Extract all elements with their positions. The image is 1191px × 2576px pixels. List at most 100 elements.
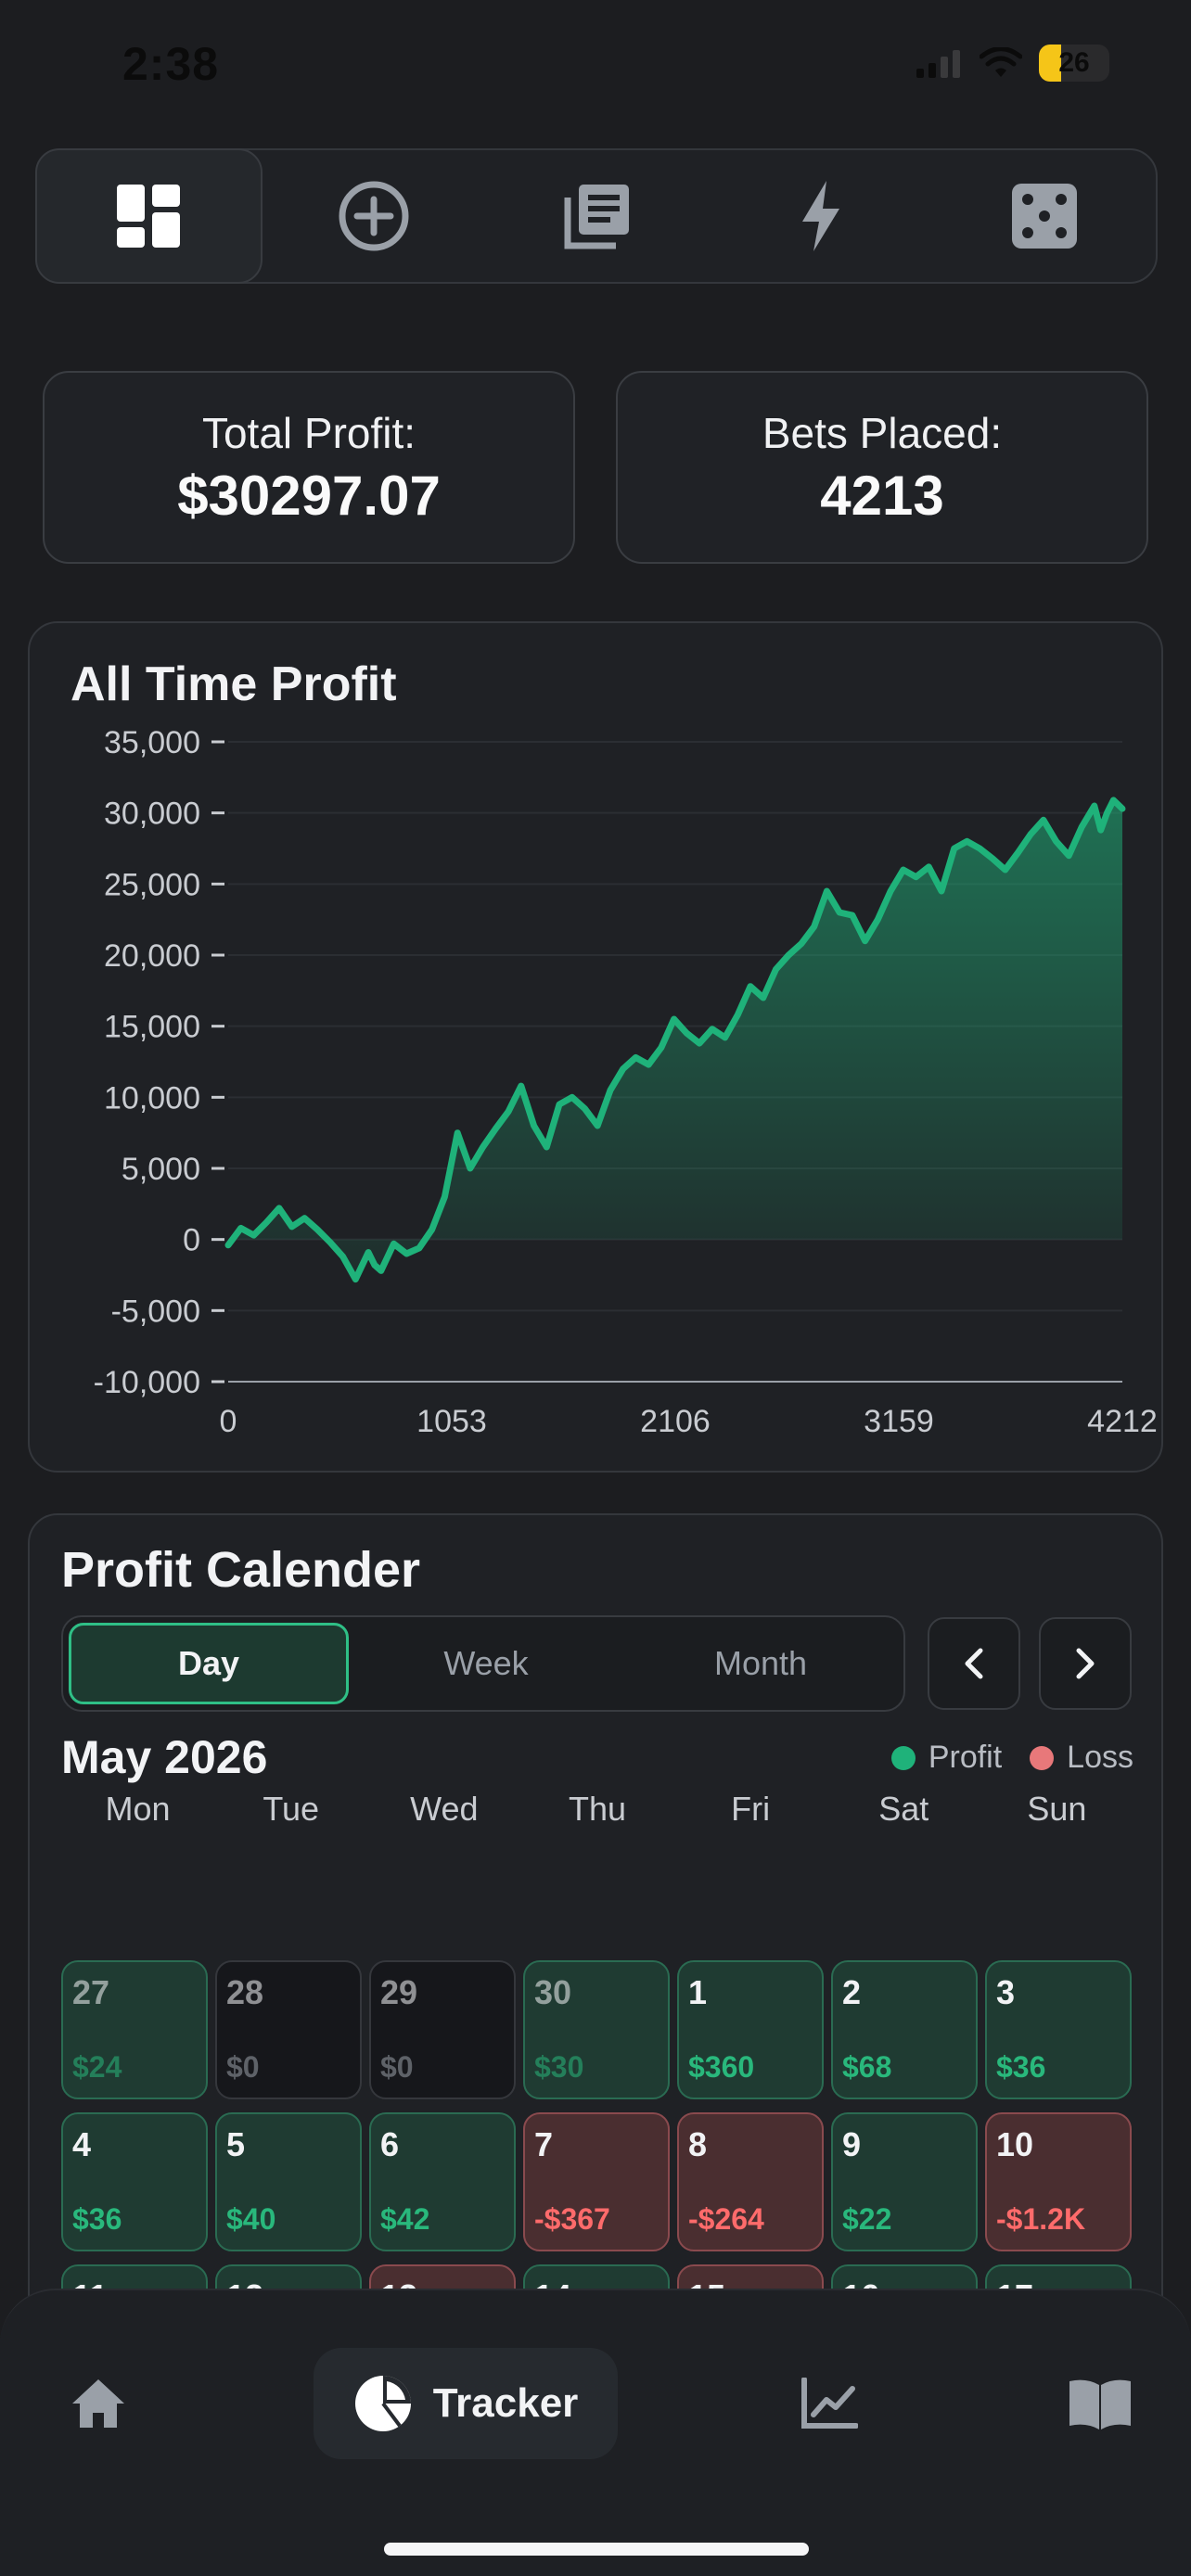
period-segmented-control: Day Week Month [61,1615,905,1712]
nav-dashboard[interactable] [35,148,263,284]
nav-bolt[interactable] [709,150,932,282]
calendar-day-cell[interactable]: 29 $0 [369,1960,516,2099]
calendar-day-number: 8 [688,2125,708,2163]
book-icon [1069,2379,1131,2429]
calendar-day-number: 29 [380,1973,418,2011]
tab-tracker[interactable]: Tracker [314,2348,618,2459]
weekday-label: Wed [410,1790,479,1828]
calendar-day-amount: $68 [842,2050,892,2084]
calendar-day-cell[interactable]: 1 $360 [677,1960,824,2099]
calendar-day-number: 2 [842,1973,862,2011]
profit-legend-label: Profit [928,1740,1003,1775]
cellular-signal-icon [916,50,960,78]
bets-placed-value: 4213 [820,464,944,527]
calendar-day-amount: $360 [688,2050,755,2084]
tab-home[interactable] [52,2348,145,2459]
status-icons: 26 [916,45,1109,82]
calendar-day-cell[interactable]: 9 $22 [831,2112,978,2251]
calendar-day-cell[interactable]: 5 $40 [215,2112,362,2251]
weekday-label: Sun [1027,1790,1087,1828]
y-tick-label: 30,000 [104,797,200,832]
previous-month-button[interactable] [928,1617,1020,1710]
tab-guide[interactable] [1054,2348,1146,2459]
all-time-profit-panel: All Time Profit 35,000 30,000 25,000 20,000… [28,621,1163,1473]
calendar-day-number: 5 [226,2125,246,2163]
bottom-tab-bar: Tracker [0,2289,1191,2576]
calendar-day-number: 28 [226,1973,264,2011]
calendar-day-number: 27 [72,1973,110,2011]
calendar-day-number: 1 [688,1973,708,2011]
status-bar: 2:38 26 [0,0,1191,130]
calendar-day-cell[interactable]: 3 $36 [985,1960,1132,2099]
tab-tracker-label: Tracker [432,2380,579,2426]
total-profit-card: Total Profit: $30297.07 [43,371,575,564]
nav-dice[interactable] [932,150,1156,282]
y-tick-label: 10,000 [104,1080,200,1116]
x-tick-label: 1053 [416,1404,487,1439]
nav-library[interactable] [486,150,710,282]
calendar-day-cell[interactable]: 2 $68 [831,1960,978,2099]
calendar-day-amount: $36 [996,2050,1046,2084]
calendar-day-amount: $0 [226,2050,260,2084]
profit-area [228,799,1122,1280]
calendar-day-amount: $36 [72,2202,122,2236]
next-month-button[interactable] [1039,1617,1132,1710]
status-time: 2:38 [122,38,220,90]
calendar-day-amount: $40 [226,2202,276,2236]
calendar-day-cell[interactable]: 4 $36 [61,2112,208,2251]
y-tick-label: 5,000 [122,1152,200,1187]
calendar-day-number: 3 [996,1973,1016,2011]
calendar-legend: Profit Loss [890,1740,1133,1776]
y-tick-label: 25,000 [104,867,200,902]
segment-day[interactable]: Day [69,1623,349,1704]
chevron-left-icon [965,1648,983,1679]
top-nav [35,148,1158,284]
calendar-day-cell[interactable]: 7 -$367 [523,2112,670,2251]
y-tick-label: 0 [183,1223,200,1258]
weekday-label: Thu [568,1790,627,1828]
calendar-day-amount: $22 [842,2202,892,2236]
calendar-day-amount: -$1.2K [996,2202,1086,2236]
segment-week[interactable]: Week [443,1644,529,1682]
lightning-icon [801,181,839,251]
weekday-label: Sat [878,1790,929,1828]
x-tick-label: 3159 [864,1404,934,1439]
battery-level: 26 [1058,47,1090,78]
calendar-day-cell[interactable]: 27 $24 [61,1960,208,2099]
wifi-icon [980,47,1022,77]
calendar-day-cell[interactable]: 8 -$264 [677,2112,824,2251]
calendar-day-number: 6 [380,2125,400,2163]
calendar-day-cell[interactable]: 6 $42 [369,2112,516,2251]
segment-month[interactable]: Month [713,1644,808,1682]
plus-circle-icon [339,181,409,251]
calendar-day-amount: -$367 [534,2202,610,2236]
y-tick-label: 15,000 [104,1010,200,1045]
nav-add[interactable] [263,150,486,282]
stacked-documents-icon [564,185,629,249]
calendar-day-cell[interactable]: 28 $0 [215,1960,362,2099]
loss-legend-label: Loss [1067,1740,1133,1775]
dice-icon [1011,184,1077,249]
calendar-day-cell[interactable]: 10 -$1.2K [985,2112,1132,2251]
home-icon [72,2379,124,2428]
bets-placed-card: Bets Placed: 4213 [616,371,1148,564]
calendar-day-number: 7 [534,2125,554,2163]
profit-series-line [224,797,1126,1283]
tab-analytics[interactable] [783,2348,876,2459]
chevron-right-icon [1076,1648,1095,1679]
calendar-day-number: 30 [534,1973,572,2011]
y-tick-label: 20,000 [104,938,200,974]
line-chart-icon [801,2378,858,2429]
calendar-day-number: 4 [72,2125,92,2163]
weekday-label: Mon [105,1790,171,1828]
calendar-day-number: 9 [842,2125,862,2163]
y-tick-label: 35,000 [104,725,200,760]
weekday-label: Fri [731,1790,771,1828]
loss-legend-dot [1030,1745,1055,1770]
weekday-label: Tue [263,1790,320,1828]
weekday-header: Mon Tue Wed Thu Fri Sat Sun [61,1790,1133,1829]
calendar-day-cell[interactable]: 30 $30 [523,1960,670,2099]
y-tick-label: -10,000 [94,1365,200,1400]
total-profit-label: Total Profit: [201,408,416,457]
calendar-day-amount: $24 [72,2050,122,2084]
